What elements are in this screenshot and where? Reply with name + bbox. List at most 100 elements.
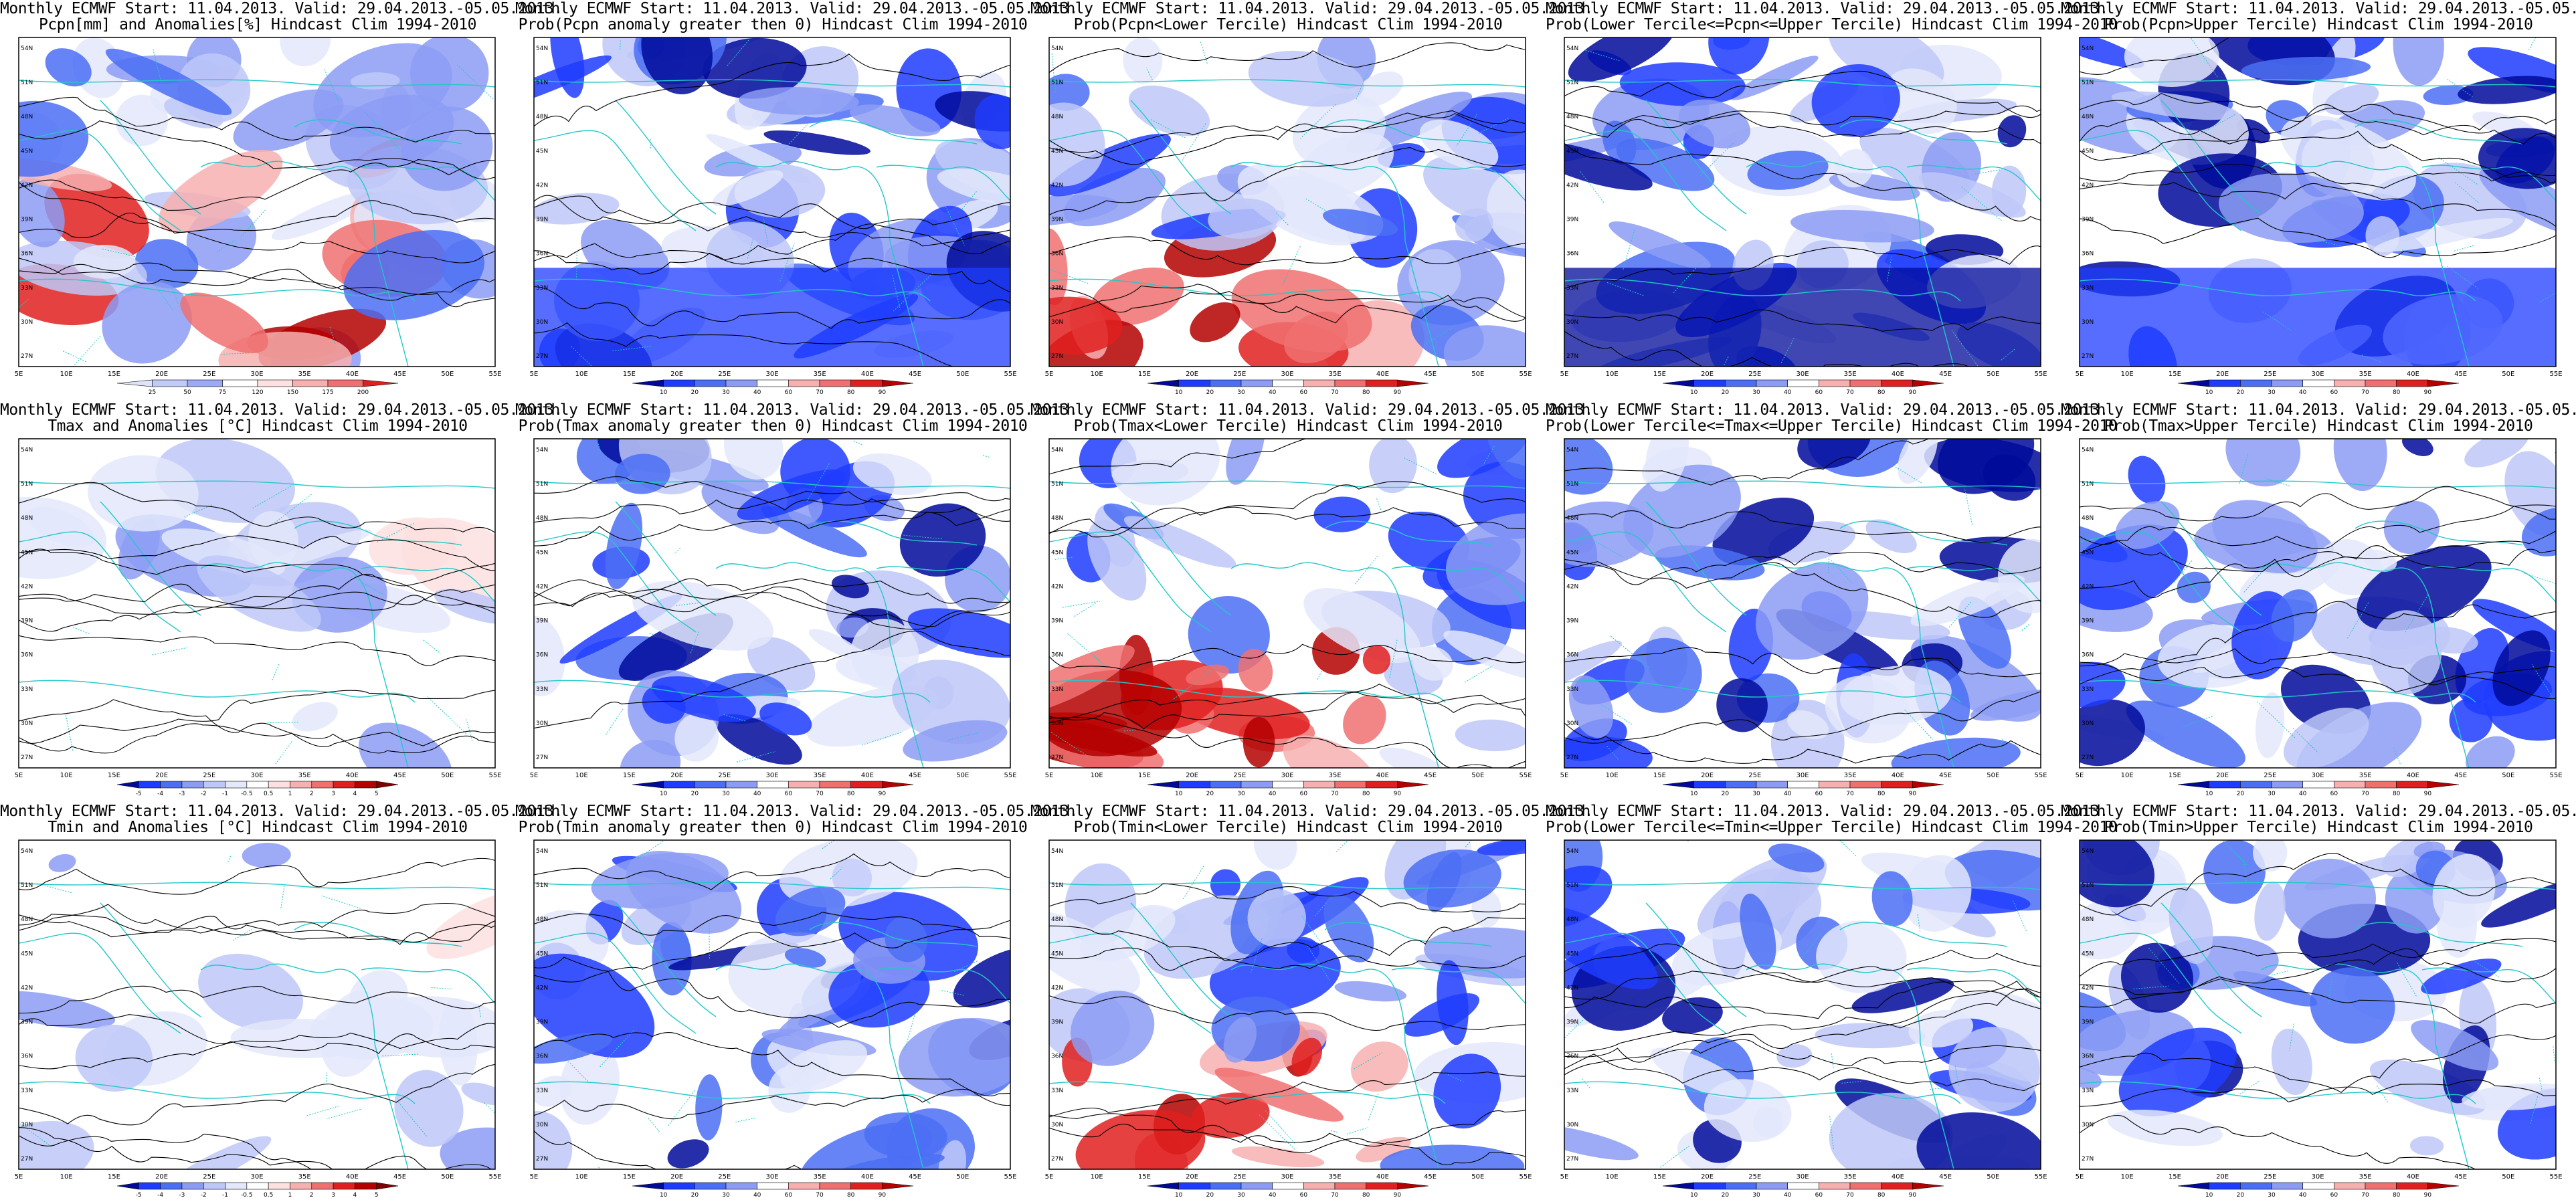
longitude-label: 25E <box>718 1173 731 1181</box>
longitude-label: 15E <box>1653 772 1666 779</box>
panel-title: Monthly ECMWF Start: 11.04.2013. Valid: … <box>1546 803 2108 820</box>
longitude-label: 5E <box>15 1173 23 1181</box>
latitude-label: 45N <box>536 950 548 957</box>
latitude-label: 27N <box>1566 353 1578 360</box>
longitude-label: 20E <box>1186 772 1198 779</box>
longitude-label: 5E <box>1560 371 1569 378</box>
colorbar-tick-label: 70 <box>816 389 824 396</box>
longitude-label: 40E <box>346 772 359 779</box>
colorbar-tick-label: 30 <box>2268 791 2276 797</box>
longitude-label: 20E <box>1186 371 1198 378</box>
colorbar-tick-label: 10 <box>1690 389 1698 396</box>
longitude-label: 10E <box>1606 1173 1619 1181</box>
longitude-label: 40E <box>1376 371 1389 378</box>
longitude-label: 35E <box>814 1173 826 1181</box>
colorbar-tick-label: 60 <box>785 389 793 396</box>
latitude-label: 42N <box>1051 985 1063 991</box>
panel-title: Monthly ECMWF Start: 11.04.2013. Valid: … <box>1546 401 2108 419</box>
colorbar: 10 20 30 40 60 70 80 90 <box>1147 1182 1429 1199</box>
latitude-label: 36N <box>536 1054 548 1060</box>
longitude-label: 5E <box>530 772 539 779</box>
latitude-label: 30N <box>2082 319 2094 326</box>
colorbar-tick-label: 20 <box>691 389 699 396</box>
latitude-label: 54N <box>1051 848 1063 855</box>
longitude-label: 35E <box>298 772 311 779</box>
longitude-label: 55E <box>488 1173 501 1181</box>
latitude-label: 42N <box>2082 182 2094 189</box>
latitude-label: 54N <box>1566 447 1578 454</box>
longitude-label: 20E <box>155 1173 168 1181</box>
colorbar-tick-label: 90 <box>879 389 887 396</box>
latitude-label: 48N <box>1051 515 1063 522</box>
latitude-label: 36N <box>1051 251 1063 258</box>
longitude-label: 35E <box>298 371 311 378</box>
longitude-label: 55E <box>1004 1173 1016 1181</box>
panel-prob-pcpn-lower-tercile: Monthly ECMWF Start: 11.04.2013. Valid: … <box>1030 0 1593 401</box>
map-canvas: 54N 51N 48N 45N 42N 39N 36N 33N 30N 27N 5E 10E 15E 20… <box>2076 37 2563 396</box>
latitude-label: 27N <box>1566 1156 1578 1163</box>
latitude-label: 51N <box>1051 80 1063 86</box>
colorbar-tick-label: -0.5 <box>241 791 253 797</box>
longitude-label: 15E <box>1653 371 1666 378</box>
longitude-label: 40E <box>1376 772 1389 779</box>
longitude-label: 45E <box>1424 1173 1437 1181</box>
colorbar-tick-label: -3 <box>179 1192 185 1199</box>
longitude-label: 25E <box>203 772 215 779</box>
colorbar-tick-label: 40 <box>1269 1192 1277 1199</box>
longitude-label: 50E <box>2502 371 2514 378</box>
longitude-label: 40E <box>1892 371 1904 378</box>
longitude-label: 45E <box>2454 1173 2467 1181</box>
colorbar-tick-label: 20 <box>1722 389 1730 396</box>
longitude-label: 50E <box>956 1173 969 1181</box>
longitude-label: 10E <box>2121 772 2134 779</box>
map-canvas: 54N 51N 48N 45N 42N 39N 36N 33N 30N 27N 5E 10E 15E 20… <box>1560 37 2047 396</box>
panel-subtitle: Prob(Lower Tercile<=Tmax<=Upper Tercile)… <box>1546 417 2118 435</box>
latitude-label: 30N <box>21 319 33 326</box>
latitude-label: 39N <box>1051 618 1063 625</box>
longitude-label: 45E <box>2454 371 2467 378</box>
latitude-label: 39N <box>2082 1019 2094 1026</box>
panel-subtitle: Prob(Tmin>Upper Tercile) Hindcast Clim 1… <box>2104 819 2533 836</box>
longitude-label: 30E <box>1796 772 1809 779</box>
longitude-label: 55E <box>2034 371 2047 378</box>
longitude-label: 10E <box>575 371 588 378</box>
longitude-label: 50E <box>956 772 969 779</box>
longitude-label: 40E <box>1892 1173 1904 1181</box>
latitude-label: 36N <box>21 652 33 659</box>
latitude-label: 48N <box>1051 114 1063 120</box>
longitude-label: 35E <box>1844 371 1857 378</box>
latitude-label: 39N <box>1051 217 1063 223</box>
colorbar-tick-label: 5 <box>375 791 379 797</box>
colorbar-tick-label: 30 <box>1237 1192 1245 1199</box>
colorbar-tick-label: 90 <box>2424 791 2432 797</box>
longitude-label: 20E <box>1186 1173 1198 1181</box>
latitude-label: 33N <box>2082 1088 2094 1094</box>
longitude-label: 10E <box>2121 371 2134 378</box>
latitude-label: 51N <box>536 80 548 86</box>
latitude-label: 54N <box>2082 447 2094 454</box>
longitude-label: 25E <box>1748 772 1761 779</box>
colorbar-tick-label: 80 <box>1877 1192 1885 1199</box>
colorbar-tick-label: 60 <box>2330 389 2338 396</box>
latitude-label: 42N <box>536 182 548 189</box>
latitude-label: 51N <box>1566 481 1578 488</box>
longitude-label: 15E <box>108 371 120 378</box>
map-canvas: 54N 51N 48N 45N 42N 39N 36N 33N 30N 27N 5E 10E 15E 20… <box>1560 839 2047 1199</box>
latitude-label: 33N <box>536 686 548 693</box>
colorbar-tick-label: 10 <box>660 389 668 396</box>
longitude-label: 20E <box>155 772 168 779</box>
colorbar-tick-label: 40 <box>753 791 761 797</box>
longitude-label: 50E <box>2502 772 2514 779</box>
panel-subtitle: Prob(Tmin<Lower Tercile) Hindcast Clim 1… <box>1073 819 1503 836</box>
latitude-label: 54N <box>536 447 548 454</box>
longitude-label: 10E <box>575 772 588 779</box>
longitude-label: 20E <box>670 371 683 378</box>
latitude-label: 42N <box>1566 985 1578 991</box>
longitude-label: 30E <box>250 371 263 378</box>
colorbar-tick-label: 70 <box>1846 1192 1854 1199</box>
colorbar-tick-label: 30 <box>1237 389 1245 396</box>
colorbar-tick-label: 80 <box>1362 791 1370 797</box>
colorbar-tick-label: 200 <box>357 389 369 396</box>
colorbar-tick-label: 90 <box>879 1192 887 1199</box>
longitude-label: 40E <box>346 1173 359 1181</box>
